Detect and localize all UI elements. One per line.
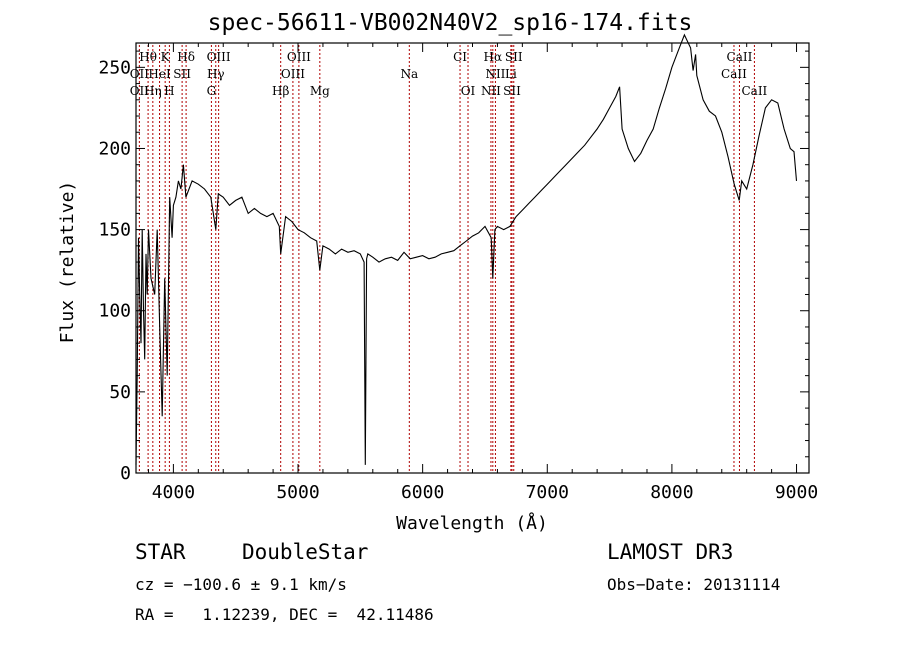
y-tick-label: 150 xyxy=(98,220,131,241)
spectral-line-label: OII xyxy=(130,84,150,98)
spectral-line-label: OIII xyxy=(287,50,311,64)
spectral-line-label: Hη xyxy=(144,84,162,98)
coordinates-text: RA = 1.12239, DEC = 42.11486 xyxy=(135,605,434,624)
spectral-line-label: H xyxy=(164,84,174,98)
y-tick-label: 250 xyxy=(98,57,131,78)
redshift-text: cz = −100.6 ± 9.1 km/s xyxy=(135,575,347,594)
spectral-line-label: SII xyxy=(173,67,191,81)
spectral-line-label: OII xyxy=(130,67,150,81)
spectral-line-label: Hδ xyxy=(177,50,195,64)
y-tick-label: 50 xyxy=(109,382,131,403)
spectral-line-label: Li xyxy=(505,67,517,81)
object-class: STAR xyxy=(135,540,186,564)
y-tick-label: 0 xyxy=(120,463,131,484)
y-tick-label: 100 xyxy=(98,301,131,322)
spectral-line-label: Na xyxy=(400,67,418,81)
spectral-line-label: Hα xyxy=(484,50,503,64)
x-tick-label: 6000 xyxy=(401,482,444,503)
x-axis-ticks: 4000 5000 6000 7000 8000 9000 xyxy=(147,43,818,503)
spectral-line-label: NII xyxy=(485,67,505,81)
survey-label: LAMOST DR3 xyxy=(607,540,734,564)
x-tick-label: 5000 xyxy=(276,482,319,503)
line-marker-layer xyxy=(138,45,755,473)
spectrum-line xyxy=(135,33,798,465)
spectral-line-label: OI xyxy=(461,84,476,98)
x-tick-label: 9000 xyxy=(775,482,818,503)
x-tick-label: 7000 xyxy=(526,482,569,503)
y-axis-ticks: 0 50 100 150 200 250 xyxy=(98,50,809,484)
spectral-line-label: Hγ xyxy=(207,67,225,81)
x-tick-label: 8000 xyxy=(650,482,693,503)
spectral-line-label: Hβ xyxy=(272,84,289,98)
spectral-line-label: CaII xyxy=(727,50,753,64)
spectral-line-label: CaII xyxy=(721,67,747,81)
spectral-line-label: HeI xyxy=(148,67,171,81)
chart-title: spec-56611-VB002N40V2_sp16-174.fits xyxy=(207,10,693,36)
y-axis-label: Flux (relative) xyxy=(57,181,78,344)
x-tick-label: 4000 xyxy=(152,482,195,503)
spectral-line-label: G xyxy=(207,84,217,98)
spectral-line-label: CI xyxy=(453,50,467,64)
object-subclass: DoubleStar xyxy=(242,540,369,564)
spectral-line-label: Mg xyxy=(310,84,330,98)
spectral-line-label: OIII xyxy=(207,50,231,64)
spectral-line-label: K xyxy=(161,50,171,64)
x-axis-label: Wavelength (Å) xyxy=(396,512,548,534)
spectral-line-label: OIII xyxy=(281,67,305,81)
spectral-line-label: SII xyxy=(503,84,521,98)
spectral-line-label: Hθ xyxy=(139,50,157,64)
plot-frame xyxy=(135,42,810,474)
spectral-line-label: CaII xyxy=(741,84,767,98)
y-tick-label: 200 xyxy=(98,138,131,159)
spectral-line-label: SII xyxy=(505,50,523,64)
obs-date-text: Obs−Date: 20131114 xyxy=(607,575,781,594)
spectral-line-label: NII xyxy=(481,84,501,98)
